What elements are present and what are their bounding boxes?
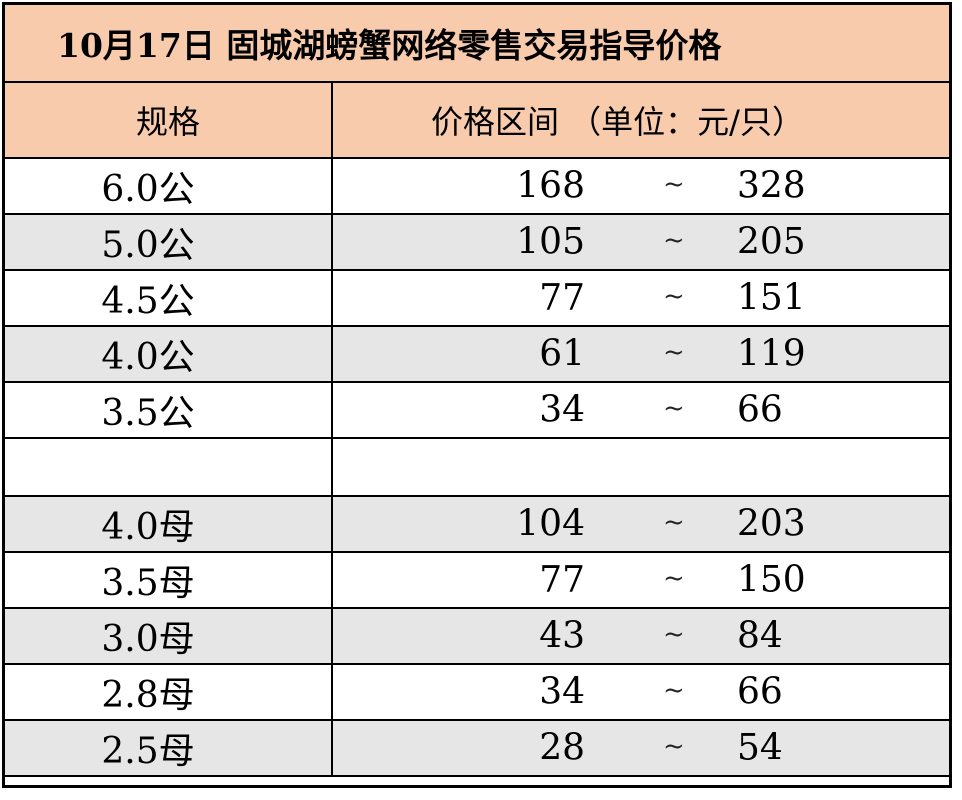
spec-value: 3.0母: [101, 619, 195, 660]
price-cell: 77 ~151: [331, 269, 949, 327]
range-separator: ~: [663, 731, 685, 762]
price-low: 61: [539, 333, 585, 375]
price-low: 43: [539, 615, 585, 657]
header-spec: 规格: [5, 81, 333, 159]
price-high: 66: [737, 671, 783, 713]
price-table-frame: 10月17日 固城湖螃蟹网络零售交易指导价格 规格 价格区间 （单位：元/只） …: [2, 2, 952, 788]
price-low: 77: [539, 559, 585, 601]
price-low: 77: [539, 277, 585, 319]
spec-cell: 3.0母: [5, 607, 333, 665]
price-cell: 34 ~66: [331, 381, 949, 439]
spec-value: 3.5公: [101, 393, 195, 434]
table-row: 4.0母 104 ~203: [5, 495, 949, 553]
range-separator: ~: [663, 563, 685, 594]
spec-cell: 6.0公: [5, 157, 333, 215]
price-cell: 61 ~119: [331, 325, 949, 383]
price-high: 151: [737, 277, 806, 319]
price-cell: 28 ~54: [331, 719, 949, 777]
table-row: 3.5母 77 ~150: [5, 551, 949, 609]
price-high: 66: [737, 389, 783, 431]
price-cell: 104 ~203: [331, 495, 949, 553]
spec-value: 6.0公: [101, 169, 195, 210]
range-separator: ~: [663, 675, 685, 706]
price-table: 10月17日 固城湖螃蟹网络零售交易指导价格 规格 价格区间 （单位：元/只） …: [5, 5, 949, 777]
range-separator: ~: [663, 225, 685, 256]
spec-value: 2.8母: [101, 675, 195, 716]
range-separator: ~: [663, 619, 685, 650]
table-row: 3.5公 34 ~66: [5, 381, 949, 439]
price-low: 34: [539, 389, 585, 431]
table-row: 4.0公 61 ~119: [5, 325, 949, 383]
price-cell: 77 ~150: [331, 551, 949, 609]
header-price: 价格区间 （单位：元/只）: [331, 81, 949, 159]
spec-cell: 4.5公: [5, 269, 333, 327]
spec-cell: 5.0公: [5, 213, 333, 271]
spec-value: 5.0公: [101, 225, 195, 266]
price-cell: 43 ~84: [331, 607, 949, 665]
price-low: 34: [539, 671, 585, 713]
spec-value: 4.5公: [101, 281, 195, 322]
table-row: 2.8母 34 ~66: [5, 663, 949, 721]
price-high: 203: [737, 503, 806, 545]
blank-cell: [5, 437, 333, 497]
price-low: 105: [516, 221, 585, 263]
spec-value: 4.0公: [101, 337, 195, 378]
spec-cell: 4.0母: [5, 495, 333, 553]
spec-value: 2.5母: [101, 731, 195, 772]
range-separator: ~: [663, 169, 685, 200]
spec-value: 4.0母: [101, 507, 195, 548]
header-row: 规格 价格区间 （单位：元/只）: [5, 81, 949, 159]
price-cell: 168 ~328: [331, 157, 949, 215]
table-row: 4.5公 77 ~151: [5, 269, 949, 327]
range-separator: ~: [663, 281, 685, 312]
table-title: 10月17日 固城湖螃蟹网络零售交易指导价格: [5, 5, 949, 83]
blank-row: [5, 437, 949, 497]
range-separator: ~: [663, 337, 685, 368]
table-row: 5.0公 105 ~205: [5, 213, 949, 271]
price-high: 54: [737, 727, 783, 769]
price-high: 84: [737, 615, 783, 657]
spec-cell: 4.0公: [5, 325, 333, 383]
price-high: 150: [737, 559, 806, 601]
price-high: 205: [737, 221, 806, 263]
price-low: 28: [539, 727, 585, 769]
spec-cell: 3.5母: [5, 551, 333, 609]
table-row: 6.0公 168 ~328: [5, 157, 949, 215]
spec-value: 3.5母: [101, 563, 195, 604]
spec-cell: 3.5公: [5, 381, 333, 439]
price-cell: 105 ~205: [331, 213, 949, 271]
title-row: 10月17日 固城湖螃蟹网络零售交易指导价格: [5, 5, 949, 83]
blank-cell: [331, 437, 949, 497]
price-high: 119: [737, 333, 806, 375]
spec-cell: 2.8母: [5, 663, 333, 721]
spec-cell: 2.5母: [5, 719, 333, 777]
price-low: 168: [516, 165, 585, 207]
range-separator: ~: [663, 507, 685, 538]
price-low: 104: [516, 503, 585, 545]
range-separator: ~: [663, 393, 685, 424]
price-cell: 34 ~66: [331, 663, 949, 721]
table-row: 3.0母 43 ~84: [5, 607, 949, 665]
table-row: 2.5母 28 ~54: [5, 719, 949, 777]
price-high: 328: [737, 165, 806, 207]
